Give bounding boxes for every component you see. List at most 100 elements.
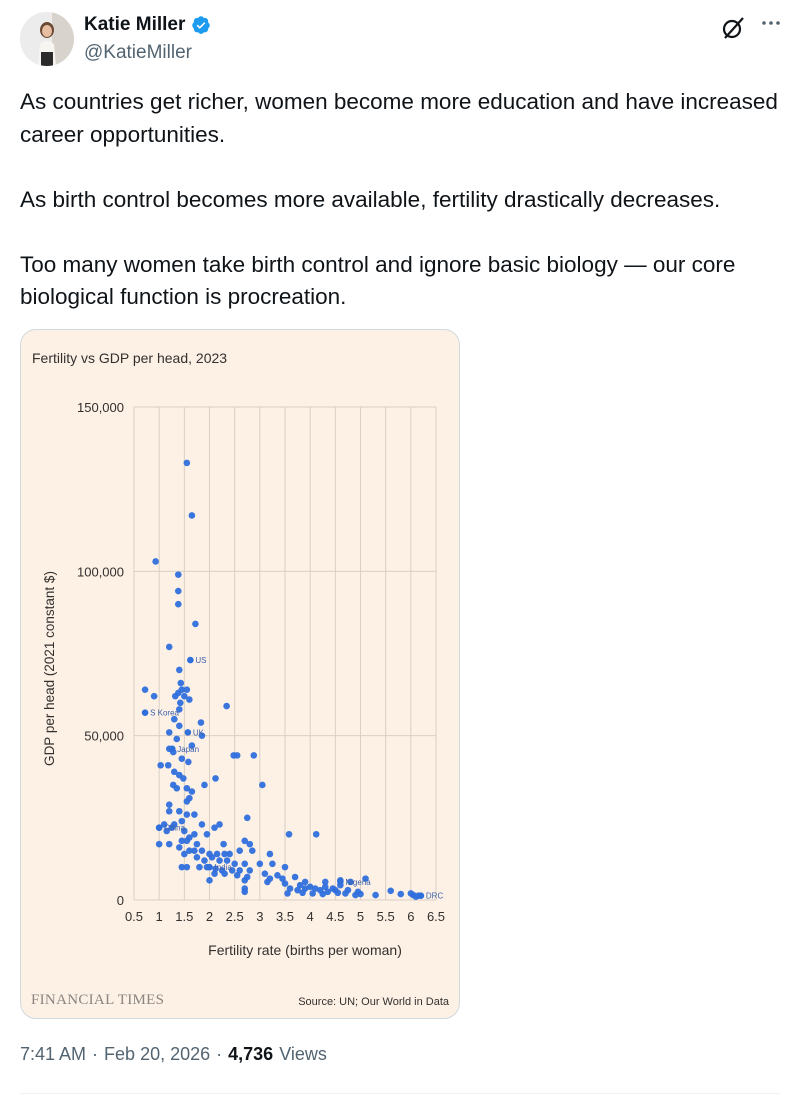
x-tick-label: 1 xyxy=(156,909,163,924)
data-point xyxy=(183,811,191,818)
data-point xyxy=(183,863,191,871)
data-point xyxy=(241,860,249,868)
data-point xyxy=(269,860,276,868)
data-point xyxy=(181,692,188,700)
data-point xyxy=(286,885,294,892)
data-point xyxy=(174,571,182,578)
tweet-meta: 7:41 AM · Feb 20, 2026 · 4,736 Views xyxy=(20,1044,327,1065)
data-point xyxy=(279,875,286,882)
data-point xyxy=(334,889,342,897)
data-point xyxy=(236,847,243,854)
data-point xyxy=(281,863,289,871)
data-point xyxy=(206,876,213,884)
data-point xyxy=(180,775,187,782)
x-axis-label: Fertility rate (births per woman) xyxy=(208,942,402,958)
data-point xyxy=(212,865,219,873)
data-point xyxy=(261,870,269,878)
x-tick-label: 6.5 xyxy=(427,909,445,924)
data-point xyxy=(178,837,186,845)
x-tick-label: 3 xyxy=(256,909,263,924)
y-tick-label: 100,000 xyxy=(77,564,124,579)
data-point xyxy=(191,847,198,854)
tweet-paragraph: As countries get richer, women become mo… xyxy=(20,89,778,147)
author-name[interactable]: Katie Miller xyxy=(84,14,186,35)
x-tick-label: 4 xyxy=(307,909,314,924)
data-point xyxy=(184,729,192,736)
data-point xyxy=(324,888,332,896)
point-label: DRC xyxy=(426,892,444,901)
data-point xyxy=(141,686,149,693)
data-point xyxy=(183,784,191,792)
data-point xyxy=(165,840,173,848)
data-point xyxy=(192,620,199,628)
data-point xyxy=(274,872,281,879)
avatar[interactable] xyxy=(20,12,74,66)
data-point xyxy=(186,847,193,854)
data-point xyxy=(250,752,258,759)
data-point xyxy=(155,824,163,831)
data-point xyxy=(178,863,186,871)
data-point xyxy=(193,840,201,848)
chart-title: Fertility vs GDP per head, 2023 xyxy=(32,350,228,366)
data-point xyxy=(309,890,316,897)
data-point xyxy=(397,890,405,898)
data-point xyxy=(281,880,289,887)
data-point xyxy=(312,830,320,838)
x-tick-label: 2.5 xyxy=(226,909,244,924)
y-tick-label: 150,000 xyxy=(77,400,124,415)
data-point xyxy=(296,881,304,889)
scatter-chart: 0.5 1 1.5 2 2.5 3 3.5 4 4.5 5 5.5 6 6.5 0 50,000 100,00… xyxy=(42,400,445,958)
data-point xyxy=(185,758,192,766)
data-point xyxy=(284,890,291,897)
chart-source: Source: UN; Our World in Data xyxy=(298,996,449,1008)
x-tick-label: 5.5 xyxy=(377,909,395,924)
tweet-time[interactable]: 7:41 AM xyxy=(20,1044,87,1064)
data-point xyxy=(141,709,149,716)
data-point xyxy=(196,863,203,871)
data-point xyxy=(174,600,182,608)
views-count: 4,736 xyxy=(228,1044,274,1064)
tweet-media-chart[interactable]: Fertility vs GDP per head, 2023 0.5 1 1.5 2… xyxy=(20,329,460,1019)
data-point xyxy=(198,847,206,854)
data-point xyxy=(228,867,236,874)
data-point xyxy=(191,811,198,818)
x-tick-label: 2 xyxy=(206,909,213,924)
data-point xyxy=(243,814,251,822)
grok-icon[interactable] xyxy=(719,14,747,42)
y-tick-label: 50,000 xyxy=(84,729,124,744)
data-point xyxy=(264,878,271,886)
data-point xyxy=(178,755,186,762)
data-point xyxy=(299,889,306,897)
data-point xyxy=(188,512,196,519)
data-point xyxy=(155,840,163,848)
more-icon[interactable] xyxy=(760,18,782,28)
tweet-date[interactable]: Feb 20, 2026 xyxy=(104,1044,211,1064)
meta-separator: · xyxy=(92,1044,99,1064)
meta-separator: · xyxy=(216,1044,223,1064)
data-point xyxy=(165,643,173,651)
author-handle[interactable]: @KatieMiller xyxy=(84,42,192,63)
data-point xyxy=(216,821,223,828)
data-point xyxy=(221,850,228,858)
views-label: Views xyxy=(279,1044,327,1064)
data-point xyxy=(173,735,181,743)
point-label: Nigeria xyxy=(345,878,371,887)
data-point xyxy=(164,761,172,769)
data-point xyxy=(157,761,164,769)
data-point xyxy=(233,872,241,879)
tweet-paragraph: Too many women take birth control and ig… xyxy=(20,251,736,310)
data-point xyxy=(223,702,230,710)
data-point xyxy=(170,715,178,723)
avatar-image xyxy=(20,12,74,66)
data-point xyxy=(168,824,176,831)
x-tick-label: 3.5 xyxy=(276,909,294,924)
data-point xyxy=(337,878,344,886)
data-point xyxy=(170,768,178,776)
point-label: US xyxy=(195,656,206,665)
data-point xyxy=(216,857,223,864)
data-point xyxy=(213,850,221,858)
data-point xyxy=(259,781,266,789)
x-tick-label: 5 xyxy=(357,909,364,924)
data-point xyxy=(233,752,241,759)
data-point xyxy=(357,890,364,898)
